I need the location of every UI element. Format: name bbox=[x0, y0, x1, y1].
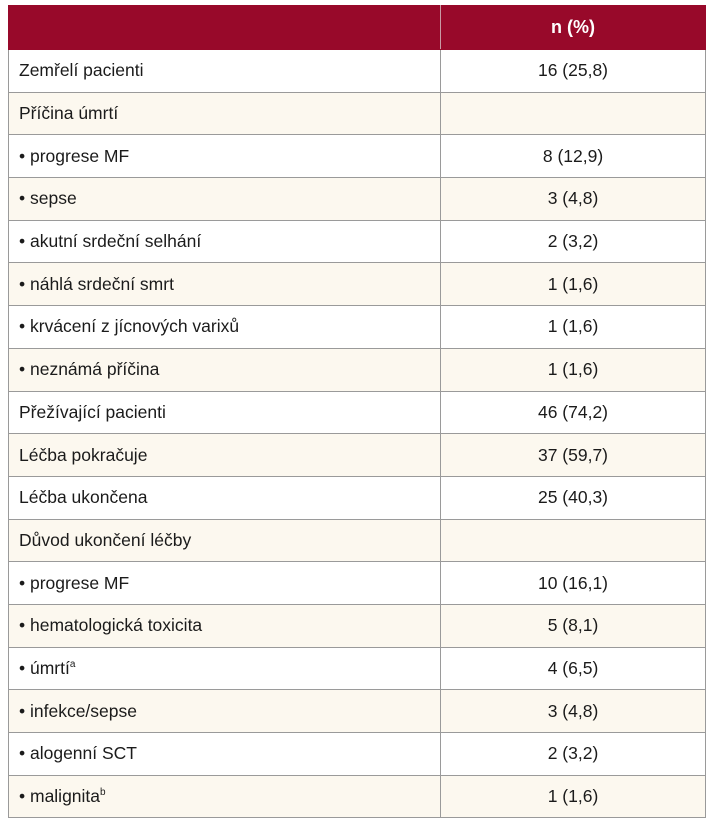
row-value: 1 (1,6) bbox=[440, 347, 706, 392]
row-value: 1 (1,6) bbox=[440, 262, 706, 307]
row-value: 8 (12,9) bbox=[440, 134, 706, 179]
table-row: • náhlá srdeční smrt 1 (1,6) bbox=[8, 262, 706, 307]
table-row: • hematologická toxicita 5 (8,1) bbox=[8, 603, 706, 648]
row-value: 2 (3,2) bbox=[440, 732, 706, 776]
row-label: • krvácení z jícnových varixů bbox=[8, 305, 441, 349]
header-value-cell: n (%) bbox=[440, 5, 706, 50]
row-label: Léčba ukončena bbox=[8, 475, 441, 520]
row-label: • náhlá srdeční smrt bbox=[8, 262, 441, 307]
table-row: • infekce/sepse 3 (4,8) bbox=[8, 689, 706, 733]
row-value: 5 (8,1) bbox=[440, 603, 706, 648]
row-value: 10 (16,1) bbox=[440, 561, 706, 605]
table-row: • sepse 3 (4,8) bbox=[8, 177, 706, 221]
row-label: • malignitab bbox=[8, 774, 441, 818]
row-label: Přežívající pacienti bbox=[8, 390, 441, 435]
row-label: Příčina úmrtí bbox=[8, 91, 441, 136]
table-row: • neznámá příčina 1 (1,6) bbox=[8, 347, 706, 392]
row-value: 46 (74,2) bbox=[440, 390, 706, 435]
row-value: 3 (4,8) bbox=[440, 689, 706, 733]
table-row: • progrese MF 8 (12,9) bbox=[8, 134, 706, 179]
table-row: Přežívající pacienti 46 (74,2) bbox=[8, 390, 706, 435]
table-row: • úmrtía 4 (6,5) bbox=[8, 646, 706, 691]
row-label: • neznámá příčina bbox=[8, 347, 441, 392]
table-body: Zemřelí pacienti 16 (25,8) Příčina úmrtí … bbox=[8, 49, 706, 818]
table-row: • progrese MF 10 (16,1) bbox=[8, 561, 706, 605]
table-row: Léčba ukončena 25 (40,3) bbox=[8, 475, 706, 520]
table-row: • alogenní SCT 2 (3,2) bbox=[8, 732, 706, 776]
row-label: • sepse bbox=[8, 177, 441, 221]
row-label: • akutní srdeční selhání bbox=[8, 219, 441, 264]
table-row: Léčba pokračuje 37 (59,7) bbox=[8, 433, 706, 477]
results-table: n (%) Zemřelí pacienti 16 (25,8) Příčina … bbox=[8, 5, 706, 818]
table-row: • akutní srdeční selhání 2 (3,2) bbox=[8, 219, 706, 264]
table-row: • krvácení z jícnových varixů 1 (1,6) bbox=[8, 305, 706, 349]
row-value: 1 (1,6) bbox=[440, 305, 706, 349]
row-label: • progrese MF bbox=[8, 561, 441, 605]
row-value: 25 (40,3) bbox=[440, 475, 706, 520]
table-row: Příčina úmrtí bbox=[8, 91, 706, 136]
table-row: Důvod ukončení léčby bbox=[8, 518, 706, 563]
row-label: • infekce/sepse bbox=[8, 689, 441, 733]
row-value: 2 (3,2) bbox=[440, 219, 706, 264]
row-label: • hematologická toxicita bbox=[8, 603, 441, 648]
table-row: Zemřelí pacienti 16 (25,8) bbox=[8, 49, 706, 93]
row-label: Léčba pokračuje bbox=[8, 433, 441, 477]
table-row: • malignitab 1 (1,6) bbox=[8, 774, 706, 818]
row-value: 37 (59,7) bbox=[440, 433, 706, 477]
row-label: Důvod ukončení léčby bbox=[8, 518, 441, 563]
row-value: 4 (6,5) bbox=[440, 646, 706, 691]
row-label: • progrese MF bbox=[8, 134, 441, 179]
row-value bbox=[440, 518, 706, 563]
row-value: 1 (1,6) bbox=[440, 774, 706, 818]
header-label-cell bbox=[8, 5, 441, 50]
row-label: • úmrtía bbox=[8, 646, 441, 691]
row-label: • alogenní SCT bbox=[8, 732, 441, 776]
row-label: Zemřelí pacienti bbox=[8, 49, 441, 93]
results-table-container: n (%) Zemřelí pacienti 16 (25,8) Příčina … bbox=[8, 5, 706, 818]
row-value bbox=[440, 91, 706, 136]
row-value: 16 (25,8) bbox=[440, 49, 706, 93]
table-header-row: n (%) bbox=[8, 5, 706, 50]
row-value: 3 (4,8) bbox=[440, 177, 706, 221]
